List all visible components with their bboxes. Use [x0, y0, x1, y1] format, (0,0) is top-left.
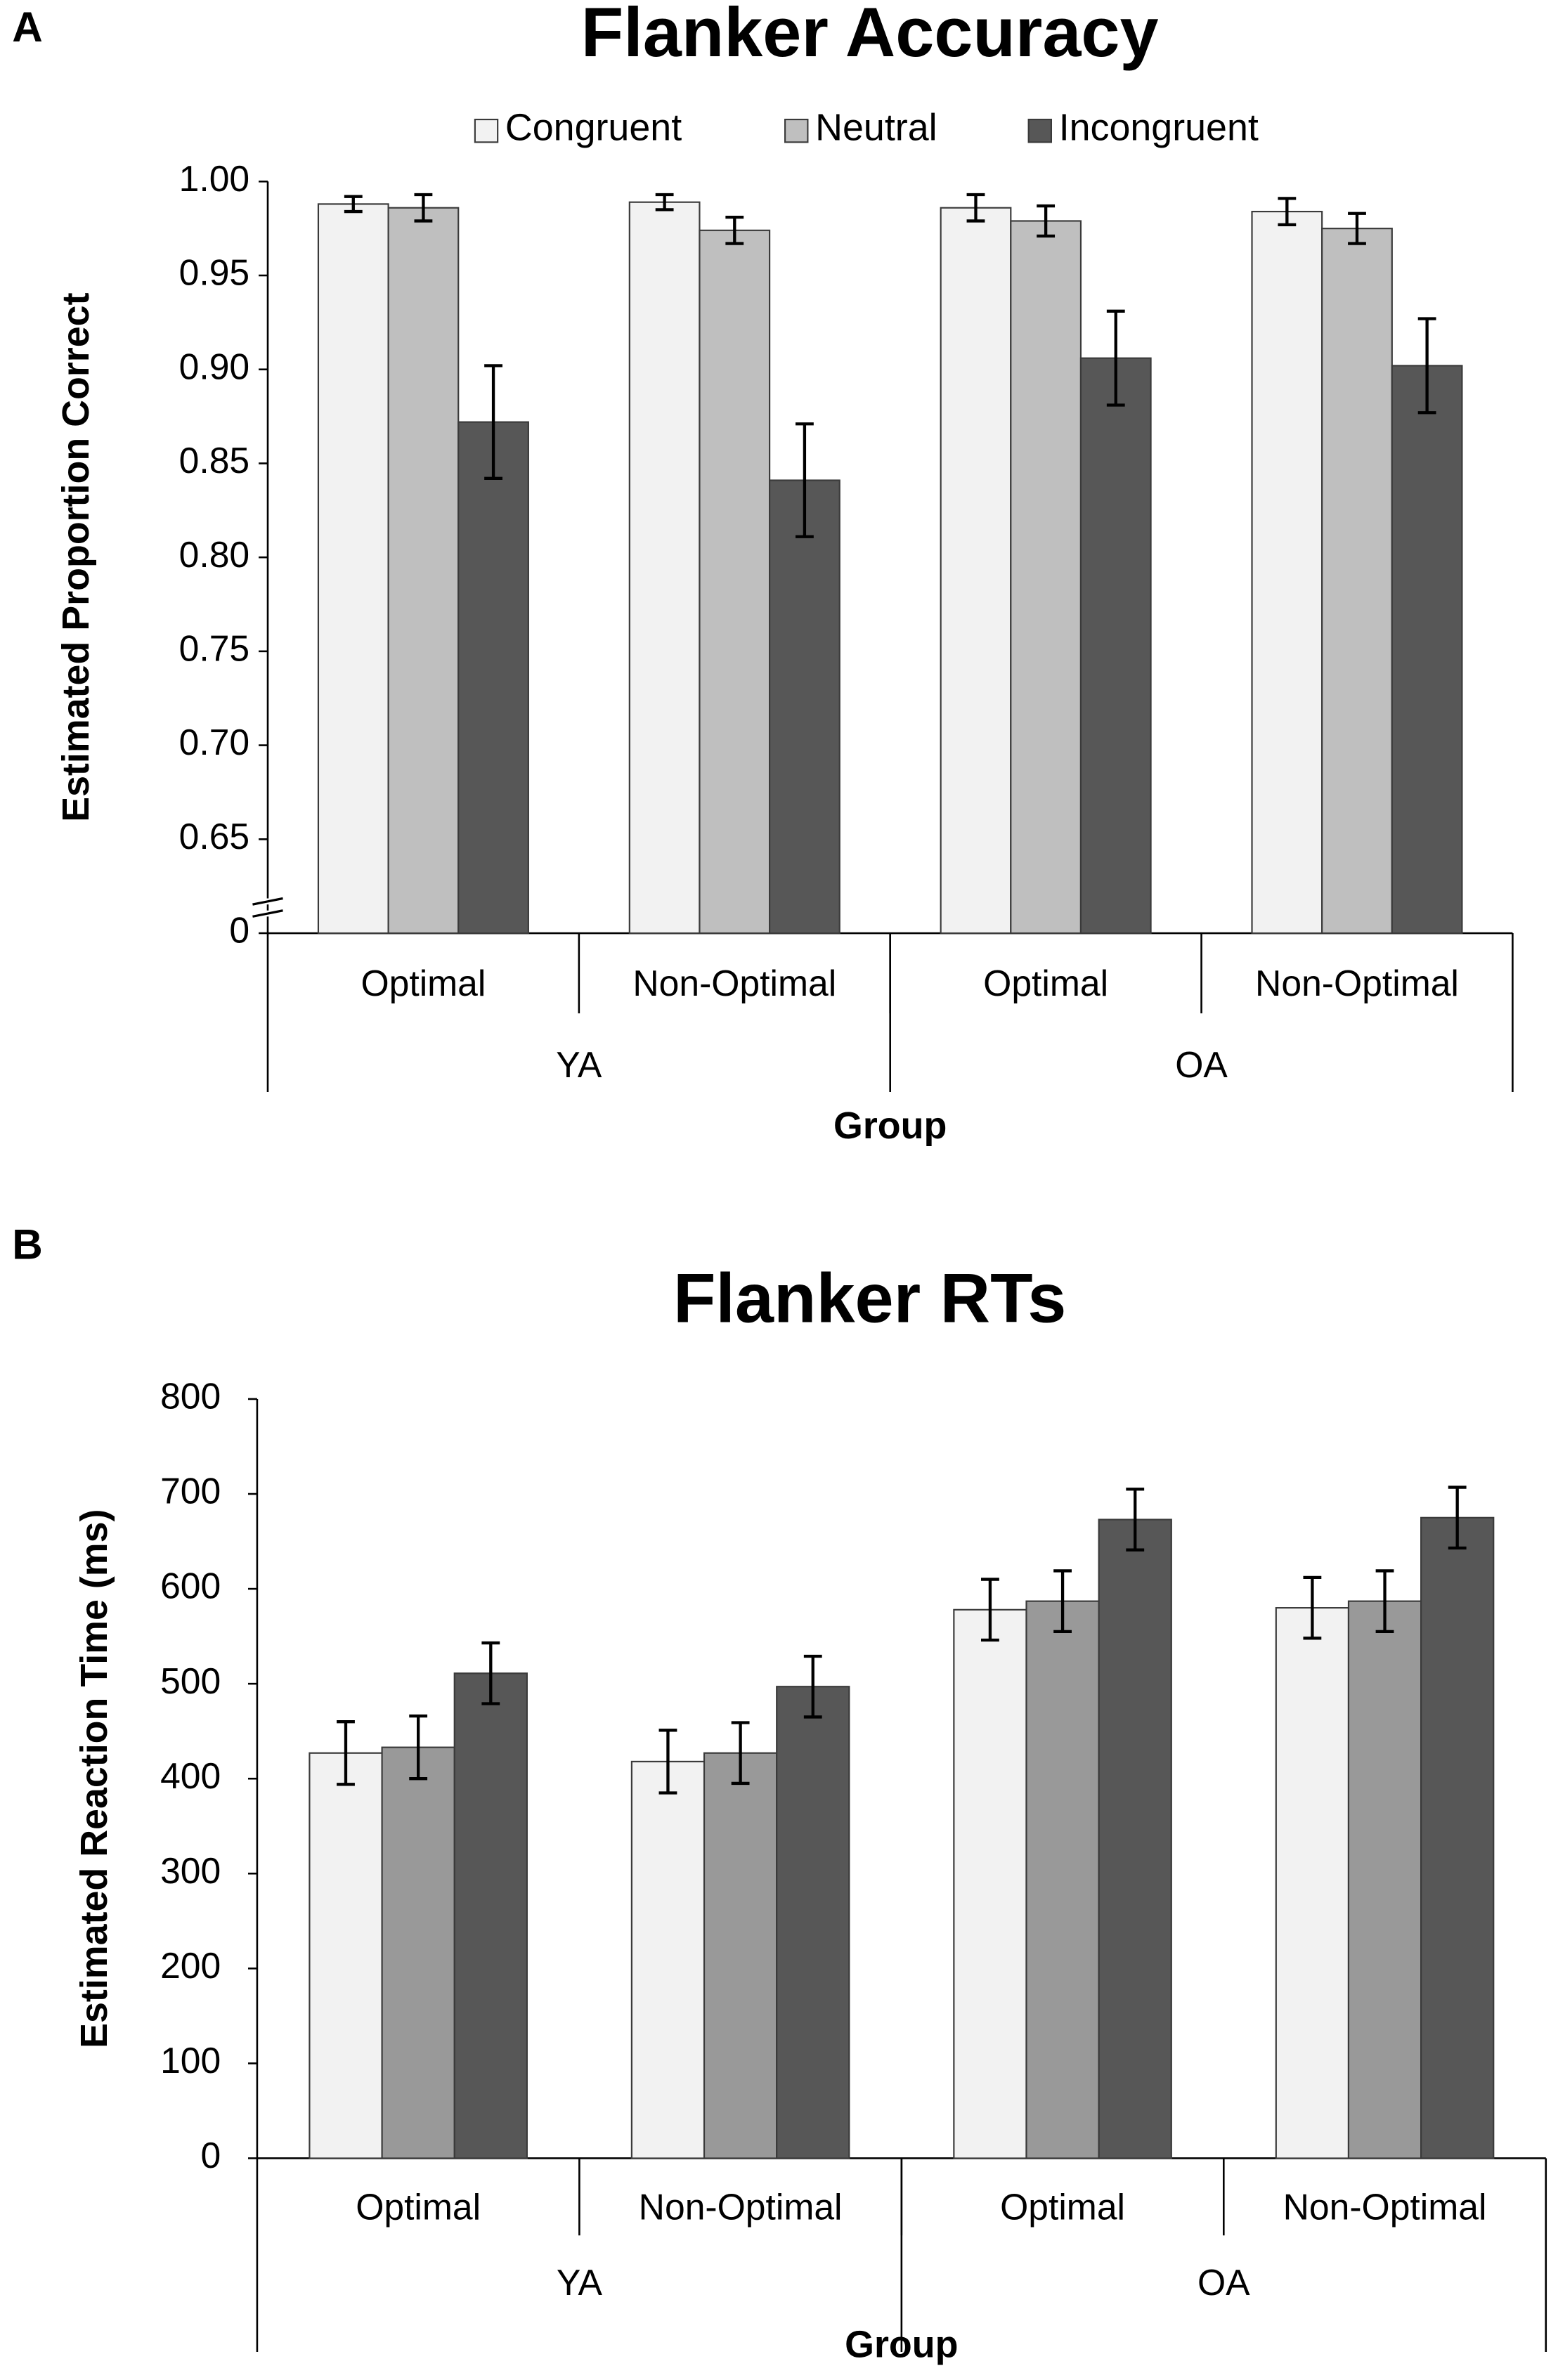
y-axis-label: Estimated Proportion Correct [55, 292, 97, 821]
bar [628, 201, 701, 935]
error-bar [796, 422, 814, 538]
error-bar [481, 1641, 500, 1705]
error-bar [1375, 1569, 1394, 1634]
bar [1098, 1519, 1172, 2159]
bar [940, 207, 1012, 935]
bar [381, 1746, 455, 2159]
y-tick-label: 400 [160, 1755, 221, 1796]
bar [699, 229, 771, 935]
x-tick-label: Optimal [356, 2186, 481, 2227]
error-bar [981, 1578, 999, 1642]
bar [1079, 357, 1152, 935]
error-bar [1348, 212, 1366, 245]
bar [1321, 228, 1393, 935]
bar [953, 1608, 1027, 2159]
y-tick-label: 1.00 [179, 158, 250, 199]
error-bar [409, 1714, 428, 1781]
y-tick-label: 0 [229, 910, 249, 951]
error-bar [344, 195, 363, 214]
axis-break [252, 897, 283, 906]
bar [309, 1752, 383, 2159]
legend-swatch [474, 118, 499, 143]
error-bar [966, 193, 985, 223]
x-tick-label: Optimal [983, 963, 1108, 1003]
error-bar [1417, 317, 1436, 415]
y-tick-label: 800 [160, 1376, 221, 1417]
y-tick-label: 700 [160, 1471, 221, 1511]
y-tick-label: 500 [160, 1660, 221, 1701]
error-bar [484, 364, 502, 480]
bar [630, 1760, 706, 2159]
bar [1420, 1516, 1495, 2159]
panel-label: B [12, 1221, 43, 1268]
y-tick-label: 0.70 [179, 722, 250, 762]
x-tick-label: Non-Optimal [1255, 963, 1459, 1003]
error-bar [1278, 197, 1297, 226]
group-label: YA [557, 2262, 603, 2303]
error-bar [337, 1720, 355, 1786]
axis-break [252, 909, 283, 918]
group-label: OA [1175, 1044, 1228, 1085]
legend-label: Neutral [815, 106, 937, 148]
error-bar [731, 1721, 750, 1786]
chart-title: Flanker RTs [673, 1259, 1066, 1337]
error-bar [1037, 204, 1056, 238]
y-tick-label: 0.90 [179, 346, 250, 386]
bar [317, 203, 389, 935]
x-tick-label: Optimal [1000, 2186, 1125, 2227]
y-tick-label: 0.65 [179, 816, 250, 857]
group-label: OA [1197, 2262, 1250, 2303]
error-bar [1448, 1485, 1467, 1550]
error-bar [655, 193, 674, 212]
x-tick-label: Optimal [361, 963, 486, 1003]
y-tick-label: 0.95 [179, 252, 250, 293]
y-tick-label: 0.85 [179, 440, 250, 481]
y-tick-label: 0.75 [179, 628, 250, 669]
y-tick-label: 300 [160, 1850, 221, 1891]
bar [457, 421, 529, 935]
x-tick-label: Non-Optimal [1283, 2186, 1487, 2227]
bar [387, 207, 460, 935]
x-axis-label: Group [833, 1105, 947, 1147]
y-axis-label: Estimated Reaction Time (ms) [73, 1509, 115, 2048]
y-tick-label: 0.80 [179, 534, 250, 575]
y-tick-label: 0 [201, 2135, 221, 2176]
x-tick-label: Non-Optimal [639, 2186, 843, 2227]
y-tick-label: 100 [160, 2040, 221, 2081]
error-bar [1126, 1488, 1145, 1552]
legend-label: Incongruent [1059, 106, 1259, 148]
legend-swatch [1027, 118, 1053, 143]
legend-swatch [784, 118, 809, 143]
y-tick-label: 200 [160, 1945, 221, 1986]
bar [1251, 211, 1323, 935]
panel-label: A [12, 3, 43, 51]
error-bar [725, 215, 744, 245]
error-bar [658, 1729, 677, 1795]
error-bar [1106, 309, 1125, 407]
x-tick-label: Non-Optimal [632, 963, 836, 1003]
bar [1391, 365, 1463, 935]
bar [1347, 1600, 1422, 2159]
error-bar [1053, 1569, 1072, 1634]
bar [776, 1686, 850, 2159]
y-tick-label: 600 [160, 1566, 221, 1606]
chart-title: Flanker Accuracy [581, 0, 1159, 71]
bar [453, 1672, 528, 2159]
bar [703, 1752, 778, 2159]
bar [1025, 1600, 1100, 2159]
legend-label: Congruent [505, 106, 682, 148]
error-bar [803, 1654, 822, 1719]
error-bar [414, 193, 433, 223]
bar [1010, 220, 1082, 935]
error-bar [1303, 1575, 1322, 1640]
bar [1275, 1607, 1350, 2159]
bar [769, 479, 840, 935]
group-label: YA [556, 1044, 602, 1085]
